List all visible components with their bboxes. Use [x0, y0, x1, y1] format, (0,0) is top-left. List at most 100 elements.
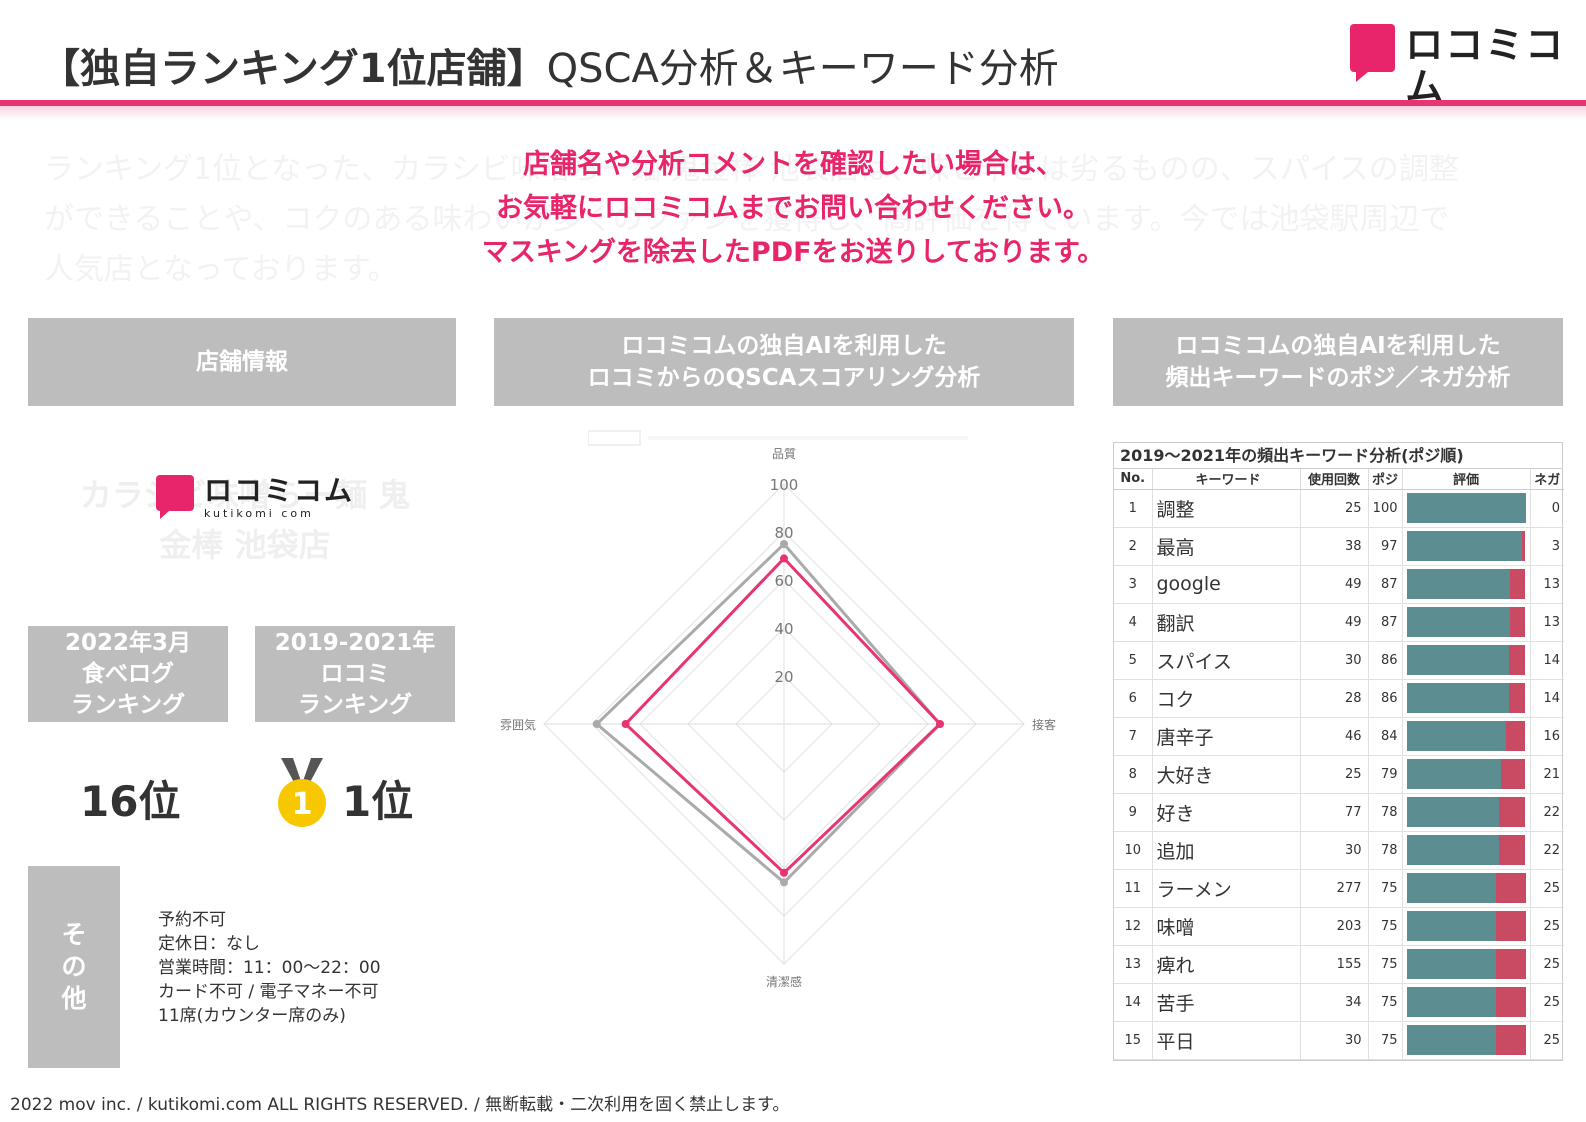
rank1-line1: 2022年3月: [64, 629, 192, 656]
row-neg: 25: [1529, 869, 1564, 908]
row-count: 30: [1299, 1021, 1368, 1060]
row-pos: 87: [1367, 603, 1402, 642]
row-neg: 25: [1529, 1021, 1564, 1060]
pos-bar: [1406, 531, 1522, 561]
table-row: 8 大好き 25 79 21: [1114, 755, 1564, 794]
other-info-item: 営業時間：11：00〜22：00: [158, 958, 381, 978]
other-info-item: カード不可 / 電子マネー不可: [158, 982, 379, 1002]
other-info-item: 定休日：なし: [158, 934, 260, 954]
row-eval-bar: [1401, 983, 1530, 1022]
row-eval-bar: [1401, 831, 1530, 870]
logo-jp: ロコミコム: [204, 474, 355, 507]
row-keyword: 好き: [1151, 793, 1300, 832]
row-no: 9: [1114, 793, 1152, 832]
neg-bar: [1500, 759, 1526, 789]
neg-bar: [1495, 873, 1526, 903]
row-count: 34: [1299, 983, 1368, 1022]
row-count: 30: [1299, 831, 1368, 870]
row-pos: 84: [1367, 717, 1402, 756]
row-no: 6: [1114, 679, 1152, 718]
row-eval-bar: [1401, 1021, 1530, 1060]
row-count: 25: [1299, 489, 1368, 528]
other-label-char: 他: [61, 984, 87, 1013]
pos-bar: [1406, 911, 1496, 941]
table-row: 4 翻訳 49 87 13: [1114, 603, 1564, 642]
pos-bar: [1406, 797, 1500, 827]
row-neg: 0: [1529, 489, 1564, 528]
row-eval-bar: [1401, 869, 1530, 908]
rank2-line3: ランキング: [297, 691, 413, 718]
row-eval-bar: [1401, 755, 1530, 794]
radar-tick-label: 40: [774, 620, 793, 638]
table-row: 12 味噌 203 75 25: [1114, 907, 1564, 946]
keyword-table: 2019〜2021年の頻出キーワード分析(ポジ順) No. キーワード 使用回数…: [1113, 442, 1564, 1061]
rank1-line3: ランキング: [70, 691, 186, 718]
row-no: 7: [1114, 717, 1152, 756]
row-no: 5: [1114, 641, 1152, 680]
section-kw-line2: 頻出キーワードのポジ／ネガ分析: [1165, 365, 1511, 391]
row-pos: 97: [1367, 527, 1402, 566]
tabelog-rank-value: 16位: [80, 777, 181, 826]
section-qsca-line1: ロコミコムの独自AIを利用した: [621, 333, 947, 359]
neg-bar: [1510, 607, 1526, 637]
pos-bar: [1406, 493, 1526, 523]
radar-tick-label: 60: [774, 572, 793, 590]
row-neg: 25: [1529, 983, 1564, 1022]
row-keyword: 翻訳: [1151, 603, 1300, 642]
row-no: 4: [1114, 603, 1152, 642]
row-count: 28: [1299, 679, 1368, 718]
kutikomi-rank-value: 1位: [342, 777, 414, 826]
table-row: 2 最高 38 97 3: [1114, 527, 1564, 566]
row-pos: 79: [1367, 755, 1402, 794]
row-neg: 25: [1529, 907, 1564, 946]
pos-bar: [1406, 835, 1500, 865]
row-keyword: 苦手: [1151, 983, 1300, 1022]
row-keyword: スパイス: [1151, 641, 1300, 680]
logo-jp: ロコミコム: [1405, 23, 1566, 109]
page-title: 【独自ランキング1位店舗】QSCA分析＆キーワード分析: [40, 36, 1059, 94]
col-eval: 評価: [1401, 469, 1530, 490]
pos-bar: [1406, 1025, 1496, 1055]
pos-bar: [1406, 569, 1511, 599]
row-pos: 75: [1367, 907, 1402, 946]
row-no: 11: [1114, 869, 1152, 908]
row-keyword: google: [1151, 565, 1300, 604]
row-pos: 75: [1367, 983, 1402, 1022]
section-header-qsca: ロコミコムの独自AIを利用した ロコミからのQSCAスコアリング分析: [494, 318, 1074, 406]
row-count: 25: [1299, 755, 1368, 794]
section-kw-line1: ロコミコムの独自AIを利用した: [1175, 333, 1501, 359]
other-label: そ の 他: [28, 866, 120, 1068]
row-neg: 16: [1529, 717, 1564, 756]
other-info-list: 予約不可 定休日：なし 営業時間：11：00〜22：00 カード不可 / 電子マ…: [158, 908, 381, 1028]
neg-bar: [1508, 683, 1526, 713]
table-row: 1 調整 25 100 0: [1114, 489, 1564, 528]
radar-tick-label: 100: [770, 476, 799, 494]
radar-axis-label: 品質: [772, 446, 796, 461]
row-count: 46: [1299, 717, 1368, 756]
other-info-item: 11席(カウンター席のみ): [158, 1006, 346, 1026]
row-no: 1: [1114, 489, 1152, 528]
row-keyword: 調整: [1151, 489, 1300, 528]
row-eval-bar: [1401, 603, 1530, 642]
radar-point: [780, 878, 788, 887]
row-eval-bar: [1401, 945, 1530, 984]
radar-series-line: [623, 556, 943, 875]
neg-bar: [1508, 645, 1526, 675]
neg-bar: [1495, 1025, 1526, 1055]
table-row: 7 唐辛子 46 84 16: [1114, 717, 1564, 756]
pos-bar: [1406, 607, 1511, 637]
row-neg: 25: [1529, 945, 1564, 984]
pos-bar: [1406, 873, 1496, 903]
row-eval-bar: [1401, 489, 1530, 528]
row-keyword: 平日: [1151, 1021, 1300, 1060]
radar-point: [592, 720, 601, 728]
kutikomi-ranking-label: 2019-2021年 ロコミ ランキング: [255, 626, 455, 722]
row-eval-bar: [1401, 717, 1530, 756]
table-row: 15 平日 30 75 25: [1114, 1021, 1564, 1060]
row-pos: 75: [1367, 1021, 1402, 1060]
row-keyword: 味噌: [1151, 907, 1300, 946]
masked-store-name: カラシビ味噌らー麺 鬼 金棒 池袋店: [40, 470, 450, 570]
keyword-table-header: No. キーワード 使用回数 ポジ 評価 ネガ: [1114, 469, 1564, 490]
row-pos: 87: [1367, 565, 1402, 604]
radar-axis-label: 雰囲気: [500, 717, 536, 732]
